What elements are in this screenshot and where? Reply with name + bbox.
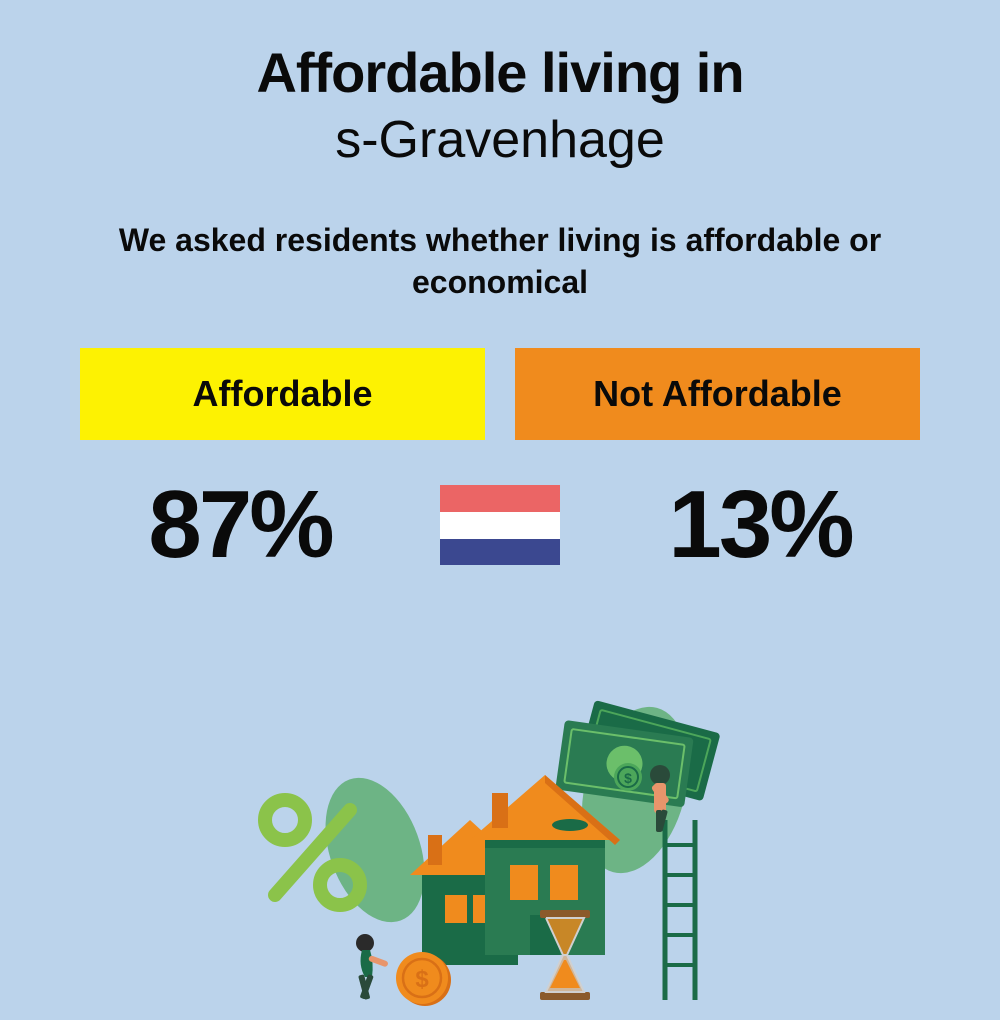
badges-row: Affordable Not Affordable	[60, 348, 940, 440]
percentage-not-affordable: 13%	[590, 470, 930, 580]
netherlands-flag-icon	[440, 485, 560, 565]
badge-not-affordable: Not Affordable	[515, 348, 920, 440]
flag-stripe-blue	[440, 539, 560, 566]
percentages-row: 87% 13%	[60, 470, 940, 580]
infographic-container: Affordable living in s-Gravenhage We ask…	[0, 0, 1000, 580]
svg-text:$: $	[415, 966, 429, 993]
title-line1: Affordable living in	[60, 40, 940, 105]
title-line2: s-Gravenhage	[60, 110, 940, 170]
svg-text:$: $	[624, 770, 632, 786]
badge-affordable: Affordable	[80, 348, 485, 440]
flag-stripe-red	[440, 485, 560, 512]
housing-illustration-icon: $ $	[225, 670, 775, 1020]
flag-stripe-white	[440, 512, 560, 539]
subtitle: We asked residents whether living is aff…	[60, 220, 940, 303]
percentage-affordable: 87%	[70, 470, 410, 580]
